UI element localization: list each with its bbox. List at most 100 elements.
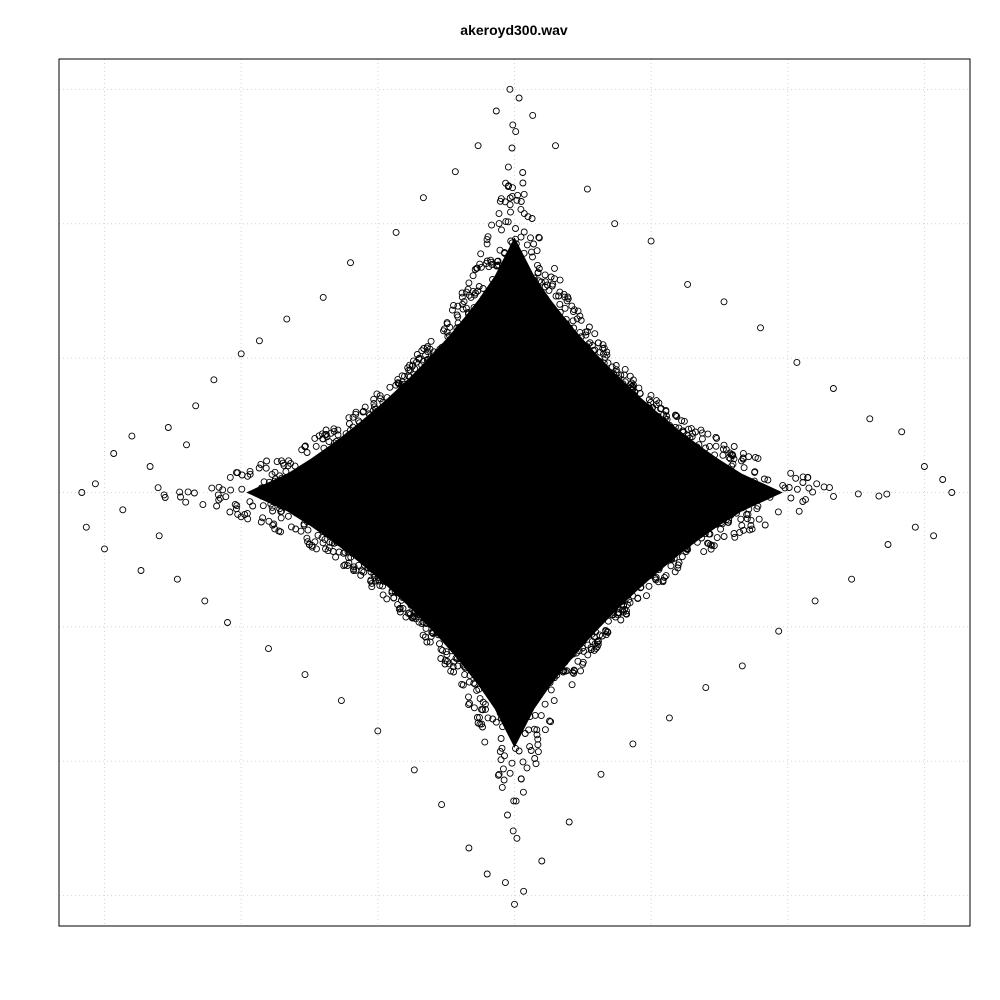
scatter-point xyxy=(438,801,446,809)
scatter-point xyxy=(611,220,619,228)
scatter-point xyxy=(569,543,577,551)
scatter-point xyxy=(517,593,525,601)
scatter-point xyxy=(562,594,569,602)
scatter-point xyxy=(267,490,275,498)
scatter-point xyxy=(208,484,216,492)
scatter-point xyxy=(496,709,504,717)
scatter-point xyxy=(643,491,651,499)
scatter-point xyxy=(610,518,618,526)
scatter-point xyxy=(447,630,454,638)
scatter-point xyxy=(640,401,648,409)
scatter-point xyxy=(774,508,782,516)
scatter-point xyxy=(475,685,483,693)
scatter-point xyxy=(577,667,585,675)
scatter-point xyxy=(600,411,608,419)
scatter-point xyxy=(418,473,426,481)
scatter-point xyxy=(441,342,449,350)
scatter-point xyxy=(490,464,498,471)
scatter-point xyxy=(662,572,670,580)
scatter-point xyxy=(662,406,670,414)
scatter-point xyxy=(441,562,449,570)
scatter-point xyxy=(215,496,223,504)
scatter-point xyxy=(424,447,431,455)
scatter-point xyxy=(730,443,738,450)
scatter-point xyxy=(488,400,496,408)
scatter-point xyxy=(384,549,392,557)
scatter-point xyxy=(562,315,570,323)
scatter-point xyxy=(439,410,447,418)
scatter-point xyxy=(448,306,456,314)
scatter-point xyxy=(531,367,539,375)
scatter-point xyxy=(215,483,223,491)
scatter-point xyxy=(447,667,455,675)
scatter-point xyxy=(552,647,560,655)
scatter-point xyxy=(699,465,707,473)
scatter-point xyxy=(421,633,429,641)
scatter-point xyxy=(676,487,684,494)
scatter-point xyxy=(804,474,812,482)
scatter-point xyxy=(449,618,456,626)
scatter-point xyxy=(579,350,586,358)
scatter-point xyxy=(680,417,688,425)
scatter-point xyxy=(403,524,411,532)
scatter-point xyxy=(650,480,658,488)
scatter-point xyxy=(686,509,693,517)
scatter-point xyxy=(483,870,491,878)
scatter-point xyxy=(406,366,414,374)
scatter-point xyxy=(348,474,356,482)
scatter-point xyxy=(712,433,720,441)
scatter-point xyxy=(492,376,500,384)
scatter-point xyxy=(640,535,648,543)
scatter-point xyxy=(419,556,427,564)
scatter-point xyxy=(535,297,543,305)
scatter-point xyxy=(700,548,708,556)
scatter-point xyxy=(581,519,588,527)
scatter-point xyxy=(507,237,515,245)
scatter-point xyxy=(612,445,620,453)
scatter-point xyxy=(650,410,658,418)
scatter-point xyxy=(396,392,404,400)
scatter-point xyxy=(494,361,502,369)
scatter-point xyxy=(478,406,486,413)
scatter-point xyxy=(570,453,578,461)
scatter-point xyxy=(576,571,584,578)
scatter-point xyxy=(462,460,470,468)
scatter-point xyxy=(628,379,636,387)
scatter-point xyxy=(349,438,357,445)
scatter-point xyxy=(568,582,576,590)
scatter-point xyxy=(601,353,609,361)
scatter-point xyxy=(743,515,751,523)
scatter-point xyxy=(500,370,508,378)
grid-lines xyxy=(59,59,970,926)
scatter-point xyxy=(553,433,561,441)
scatter-point xyxy=(588,374,596,382)
scatter-point xyxy=(515,421,523,429)
scatter-point xyxy=(618,577,626,584)
scatter-point xyxy=(619,580,627,588)
scatter-point xyxy=(509,121,517,129)
scatter-point xyxy=(393,473,400,480)
scatter-point xyxy=(368,478,376,486)
scatter-point xyxy=(495,210,503,218)
scatter-point xyxy=(526,713,534,721)
scatter-point xyxy=(565,351,573,359)
scatter-point xyxy=(519,472,527,480)
scatter-point xyxy=(599,499,607,507)
scatter-point xyxy=(485,605,493,613)
scatter-point xyxy=(519,179,527,187)
scatter-point xyxy=(477,528,485,536)
scatter-point xyxy=(502,445,510,453)
scatter-point xyxy=(362,424,369,431)
scatter-point xyxy=(483,609,491,616)
scatter-point xyxy=(553,400,560,408)
scatter-point xyxy=(738,474,746,482)
scatter-point xyxy=(583,185,591,193)
scatter-point xyxy=(356,490,364,498)
scatter-point xyxy=(521,625,529,633)
scatter-point xyxy=(353,515,361,522)
scatter-point xyxy=(480,412,488,420)
scatter-point xyxy=(409,614,416,622)
scatter-point xyxy=(426,510,434,518)
scatter-point xyxy=(473,664,481,672)
scatter-point xyxy=(344,548,352,556)
